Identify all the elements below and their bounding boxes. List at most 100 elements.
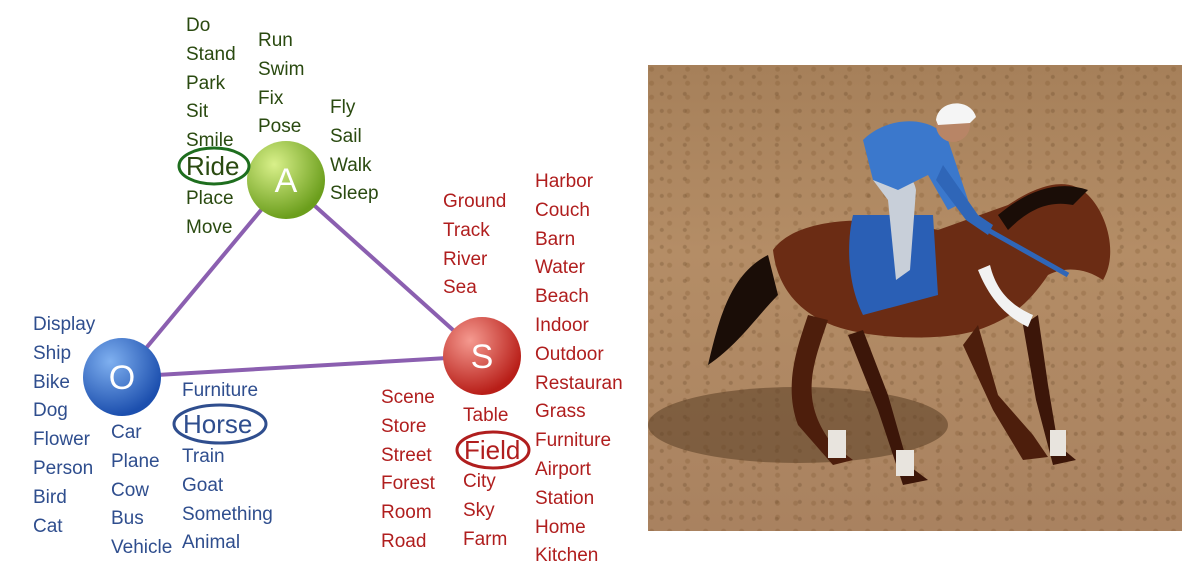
horse-rider-illustration (648, 103, 1111, 485)
scene-word: Couch (535, 199, 590, 221)
rider-arm (936, 165, 993, 235)
scene-word: Grass (535, 401, 586, 423)
horse-bandage-1 (828, 430, 846, 458)
scene-word: Sea (443, 277, 477, 299)
object-word: Dog (33, 400, 68, 422)
action-word: Run (258, 30, 293, 51)
node-o: O (83, 338, 161, 416)
horse-hind-leg-2 (848, 330, 928, 485)
object-word: Train (182, 446, 225, 467)
scene-word: Outdoor (535, 343, 604, 365)
object-word: Animal (182, 532, 241, 554)
node-a: A (247, 141, 325, 219)
objects-column-3b: Train Goat Something Animal (182, 443, 273, 558)
action-word: Sail (330, 125, 362, 147)
object-word: Car (111, 422, 142, 443)
action-word: Sit (186, 101, 209, 123)
edge-o-s (121, 354, 483, 379)
object-word: Ship (33, 342, 72, 364)
horse-tail (708, 255, 778, 365)
scene-word: Forest (381, 473, 435, 495)
saddle-cloth (849, 215, 938, 315)
scene-word: Kitchen (535, 545, 599, 567)
action-word: Fix (258, 87, 284, 109)
scenes-column-2: Harbor Couch Barn Water Beach Indoor Out… (535, 168, 623, 571)
action-word: Swim (258, 58, 305, 80)
objects-column-2: Car Plane Cow Bus Vehicle (111, 419, 172, 563)
object-word: Bus (111, 508, 144, 530)
horse-rider-photo (648, 65, 1182, 531)
edge-a-s (284, 178, 484, 358)
object-word: Vehicle (111, 537, 173, 559)
horse-body (773, 184, 1111, 338)
breastplate (978, 265, 1033, 327)
actions-column-3: Fly Sail Walk Sleep (330, 94, 379, 209)
horse-bandage-2 (896, 450, 914, 476)
object-word: Bike (33, 371, 70, 393)
scenes-column-3: Scene Store Street Forest Room Road (381, 384, 435, 557)
rider-helmet (936, 103, 976, 125)
scene-word: Home (535, 516, 586, 538)
scene-word: Indoor (535, 314, 589, 336)
scene-word: Ground (443, 191, 507, 212)
scene-word: Track (443, 219, 490, 241)
scenes-column-1: Ground Track River Sea (443, 188, 506, 303)
scene-word: Harbor (535, 171, 594, 192)
scene-word: Station (535, 487, 595, 509)
action-highlight-ride: Ride (186, 151, 240, 181)
scene-word: Room (381, 502, 432, 524)
horse-mane (998, 186, 1088, 230)
node-o-label: O (109, 359, 135, 397)
scenes-column-4a: Table (463, 402, 508, 431)
object-word: Plane (111, 450, 160, 472)
scene-word: City (463, 471, 496, 492)
object-word: Flower (33, 429, 91, 451)
scene-word: Farm (463, 528, 508, 550)
actions-column-1b: Place Move (186, 185, 234, 243)
scene-word: Sky (463, 499, 495, 521)
action-word: Walk (330, 154, 372, 176)
object-word: Cat (33, 515, 63, 537)
scene-word: Water (535, 257, 585, 279)
objects-column-1: Display Ship Bike Dog Flower Person Bird… (33, 311, 95, 541)
aos-triangle-diagram: A O S (83, 141, 531, 470)
action-word: Place (186, 188, 234, 209)
reins (986, 227, 1070, 278)
action-word: Fly (330, 97, 356, 118)
scene-word: Beach (535, 286, 589, 308)
actions-column-2: Run Swim Fix Pose (258, 27, 304, 142)
object-word: Display (33, 314, 96, 335)
scene-word: Scene (381, 387, 435, 408)
horse-highlight-ring (172, 403, 268, 445)
edge-a-o (120, 178, 288, 379)
scene-word: River (443, 248, 488, 270)
object-word: Cow (111, 479, 150, 501)
node-a-label: A (275, 162, 298, 200)
object-word: Furniture (182, 380, 259, 401)
node-s-label: S (471, 338, 494, 376)
scene-word: Barn (535, 228, 576, 250)
action-word: Stand (186, 43, 236, 65)
action-word: Park (186, 72, 226, 94)
objects-column-3a: Furniture (182, 377, 258, 406)
ride-highlight-ring (177, 146, 251, 186)
action-word: Pose (258, 116, 302, 138)
rider-legs (873, 171, 916, 280)
object-word: Something (182, 503, 273, 525)
scene-highlight-field: Field (464, 435, 521, 465)
action-word: Do (186, 15, 211, 36)
horse-far-front-leg (1023, 315, 1076, 465)
horse-front-leg (963, 325, 1048, 460)
object-highlight-horse: Horse (183, 409, 253, 439)
scene-word: Store (381, 415, 427, 437)
scene-word: Road (381, 530, 427, 552)
scene-word: Furniture (535, 430, 612, 452)
node-s: S (443, 317, 521, 395)
scenes-column-4b: City Sky Farm (463, 468, 507, 554)
action-word: Smile (186, 130, 234, 152)
horse-bandage-3 (1050, 430, 1066, 456)
object-word: Goat (182, 474, 224, 496)
field-highlight-ring (455, 430, 531, 470)
scene-word: Table (463, 405, 509, 426)
object-word: Person (33, 457, 94, 479)
